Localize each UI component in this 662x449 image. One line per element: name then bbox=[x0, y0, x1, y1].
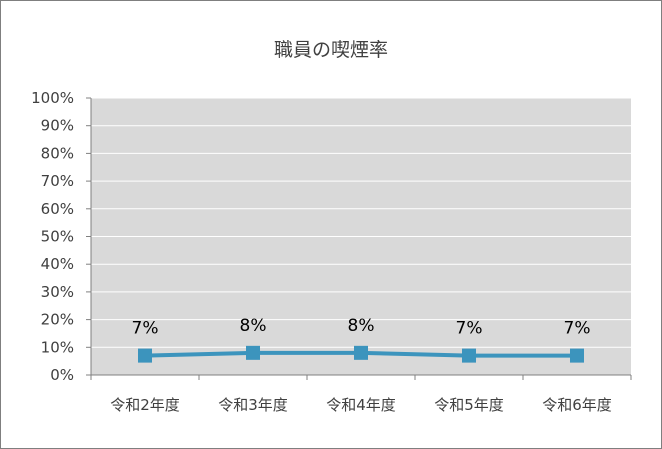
y-tick-label: 70% bbox=[41, 172, 74, 190]
axes bbox=[86, 97, 632, 380]
data-point-marker bbox=[462, 348, 476, 363]
y-tick-label: 30% bbox=[41, 283, 74, 301]
y-tick-label: 100% bbox=[31, 89, 74, 107]
y-axis-tick-labels: 0% 10% 20% 30% 40% 50% 60% 70% 80% 90% 100% bbox=[31, 89, 74, 384]
y-tick-label: 50% bbox=[41, 228, 74, 246]
y-tick-label: 40% bbox=[41, 255, 74, 273]
series-layer bbox=[138, 345, 584, 363]
data-label: 7% bbox=[132, 319, 159, 339]
y-tick-label: 10% bbox=[41, 338, 74, 356]
data-point-marker bbox=[138, 348, 152, 363]
x-tick-label: 令和5年度 bbox=[434, 396, 504, 414]
data-label: 7% bbox=[456, 319, 483, 339]
gridlines bbox=[91, 97, 631, 348]
y-tick-label: 0% bbox=[50, 366, 74, 384]
data-label: 7% bbox=[564, 319, 591, 339]
x-tick-label: 令和6年度 bbox=[542, 396, 612, 414]
y-tick-label: 20% bbox=[41, 311, 74, 329]
chart-title: 職員の喫煙率 bbox=[274, 39, 388, 61]
data-point-marker bbox=[570, 348, 584, 363]
data-label: 8% bbox=[240, 316, 267, 336]
y-tick-label: 60% bbox=[41, 200, 74, 218]
data-label: 8% bbox=[348, 316, 375, 336]
x-axis-tick-labels: 令和2年度 令和3年度 令和4年度 令和5年度 令和6年度 bbox=[110, 396, 612, 414]
data-point-marker bbox=[354, 345, 368, 360]
data-labels: 7% 8% 8% 7% 7% bbox=[132, 316, 591, 339]
x-tick-label: 令和3年度 bbox=[218, 396, 288, 414]
y-tick-label: 80% bbox=[41, 144, 74, 162]
x-tick-label: 令和2年度 bbox=[110, 396, 180, 414]
y-tick-label: 90% bbox=[41, 117, 74, 135]
x-tick-label: 令和4年度 bbox=[326, 396, 396, 414]
data-point-marker bbox=[246, 345, 260, 360]
